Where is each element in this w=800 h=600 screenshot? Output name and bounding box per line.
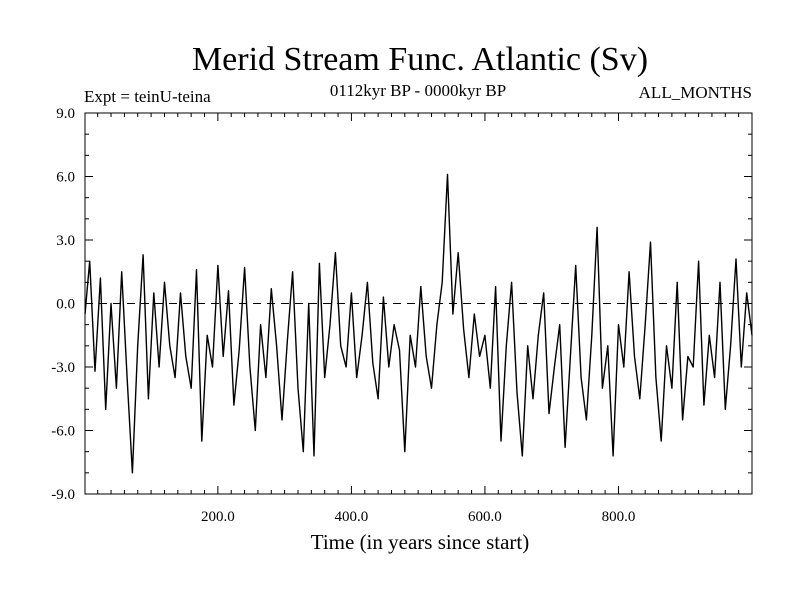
x-tick-label: 800.0	[602, 509, 636, 525]
y-tick-label: -9.0	[51, 487, 75, 503]
y-tick-label: -6.0	[51, 424, 75, 440]
y-tick-label: -3.0	[51, 360, 75, 376]
period-label: 0112kyr BP - 0000kyr BP	[330, 81, 506, 100]
months-label: ALL_MONTHS	[639, 83, 752, 102]
y-tick-label: 0.0	[56, 297, 75, 313]
x-tick-label: 600.0	[468, 509, 502, 525]
x-axis-label: Time (in years since start)	[311, 530, 530, 554]
x-tick-label: 400.0	[335, 509, 369, 525]
y-tick-label: 9.0	[56, 106, 75, 122]
plot-frame	[84, 112, 753, 495]
y-tick-label: 6.0	[56, 170, 75, 186]
chart-title: Merid Stream Func. Atlantic (Sv)	[192, 41, 648, 78]
series-line-0	[84, 173, 753, 474]
experiment-label: Expt = teinU-teina	[84, 87, 211, 106]
y-tick-labels: -9.0 -6.0 -3.0 0.0 3.0 6.0 9.0	[51, 106, 75, 503]
y-tick-label: 3.0	[56, 233, 75, 249]
x-tick-label: 200.0	[201, 509, 235, 525]
x-tick-labels: 200.0 400.0 600.0 800.0	[201, 509, 635, 525]
series-layer	[84, 173, 753, 474]
